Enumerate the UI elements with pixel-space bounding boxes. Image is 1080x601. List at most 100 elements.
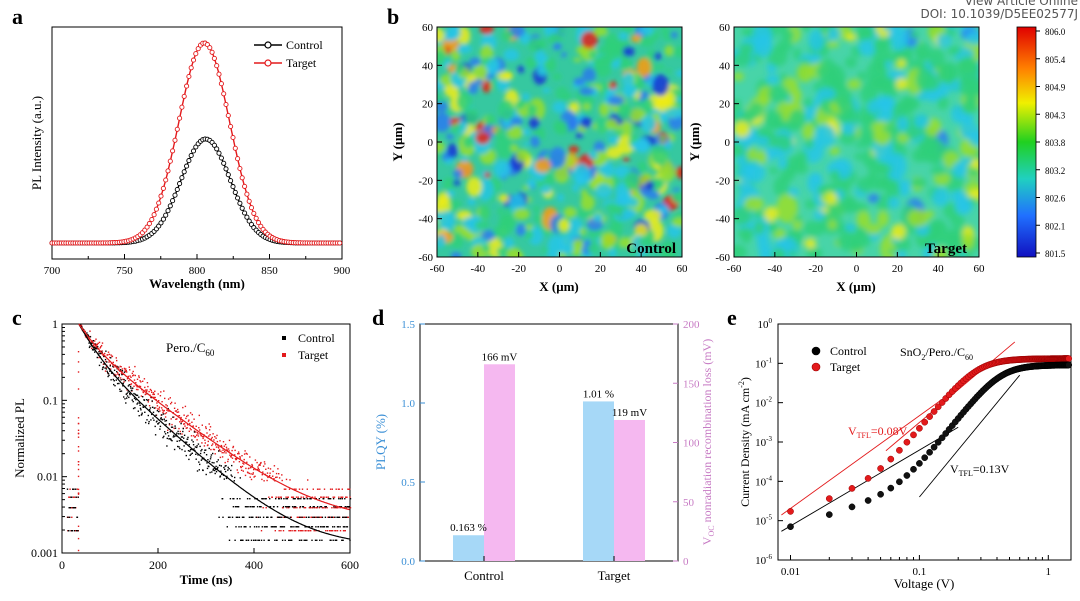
data-point-target xyxy=(161,409,164,411)
map-pixel xyxy=(621,27,633,33)
data-point-target xyxy=(324,507,327,509)
map-pixel xyxy=(456,91,472,111)
map-pixel xyxy=(522,128,530,134)
data-point-target xyxy=(144,386,146,389)
data-point-control xyxy=(213,462,215,464)
data-point-target xyxy=(253,476,255,478)
map-pixel xyxy=(805,248,820,257)
data-point-control xyxy=(251,516,253,518)
map-pixel xyxy=(568,145,580,154)
data-point-target xyxy=(138,385,141,387)
data-point-control xyxy=(346,506,348,508)
x-tick-label: 0 xyxy=(59,558,65,572)
y-tick-label: 0 xyxy=(725,137,731,149)
data-point-target xyxy=(187,414,189,417)
data-point-control xyxy=(138,396,140,398)
data-point-target xyxy=(265,468,267,470)
data-point-control xyxy=(102,366,105,368)
data-point-target xyxy=(245,467,247,470)
map-pixel xyxy=(515,224,527,236)
map-pixel xyxy=(629,124,641,131)
data-point-control xyxy=(299,506,301,508)
data-point-control xyxy=(136,403,138,405)
map-pixel xyxy=(787,250,797,257)
data-point-control xyxy=(168,438,170,440)
data-point-control xyxy=(180,436,183,438)
data-point-target xyxy=(94,346,96,349)
data-point-control xyxy=(938,434,946,442)
data-point-control xyxy=(218,450,220,452)
data-point-target xyxy=(145,390,148,393)
y-tick-label: 0.5 xyxy=(401,477,415,489)
data-point-control xyxy=(216,150,222,156)
x-tick-label: 60 xyxy=(677,263,689,275)
map-pixel xyxy=(910,177,927,188)
data-point-control xyxy=(215,465,217,468)
map-pixel xyxy=(606,146,623,160)
data-point-control xyxy=(269,498,271,500)
map-pixel xyxy=(557,193,564,202)
data-point-target xyxy=(214,453,216,455)
map-pixel xyxy=(734,52,753,67)
data-point-target xyxy=(162,410,165,412)
data-point-target xyxy=(211,436,213,439)
data-point-target xyxy=(320,516,323,518)
data-point-control xyxy=(211,461,213,464)
data-point-target xyxy=(337,507,339,509)
data-point-target xyxy=(329,516,331,518)
data-point-control xyxy=(181,436,184,438)
data-point-target xyxy=(132,374,135,376)
data-point-control xyxy=(125,402,127,404)
data-point-control xyxy=(88,346,91,349)
data-point-target xyxy=(298,516,300,518)
data-point-target xyxy=(299,507,301,509)
data-point-target xyxy=(280,496,282,498)
data-point-target xyxy=(331,507,333,509)
data-point-target xyxy=(119,377,122,379)
data-point-control xyxy=(230,469,232,472)
data-point-control xyxy=(123,378,125,381)
data-point-target xyxy=(295,496,298,498)
map-pixel xyxy=(879,95,896,112)
data-point-control xyxy=(210,454,213,456)
data-point-control xyxy=(86,332,88,334)
data-point-target xyxy=(142,391,145,394)
data-point-control xyxy=(219,476,221,478)
map-pixel xyxy=(858,27,874,40)
data-point-control xyxy=(236,506,238,508)
data-point-target xyxy=(337,488,340,490)
data-point-target xyxy=(178,427,180,430)
data-point-control xyxy=(92,348,94,351)
data-point-control xyxy=(223,166,229,172)
data-point-target xyxy=(279,496,281,498)
data-point-target xyxy=(237,453,239,455)
data-point-target xyxy=(1065,355,1073,362)
data-point-control xyxy=(273,526,276,528)
data-point-control xyxy=(133,397,136,400)
map-pixel xyxy=(522,185,530,190)
data-point-target xyxy=(168,424,171,426)
data-point-target xyxy=(300,530,303,532)
data-point-control xyxy=(328,516,330,518)
bar-voc-control xyxy=(484,364,515,561)
data-point-control xyxy=(301,516,303,518)
data-point-control xyxy=(221,473,223,476)
data-point-control xyxy=(236,498,238,500)
map-pixel xyxy=(858,39,877,56)
data-point-control xyxy=(298,498,300,500)
data-point-control xyxy=(248,516,251,518)
data-point-target xyxy=(77,388,80,390)
map-pixel xyxy=(493,225,509,239)
data-point-target xyxy=(251,210,257,216)
y-tick-label: 40 xyxy=(422,60,434,72)
data-point-control xyxy=(133,392,135,395)
data-point-control xyxy=(277,516,279,518)
data-point-target xyxy=(240,466,242,469)
data-point-control xyxy=(276,539,278,541)
doi-label[interactable]: DOI: 10.1039/D5EE02577J xyxy=(920,7,1079,21)
data-point-target xyxy=(235,156,241,162)
colorbar-tick-label: 803.8 xyxy=(1045,138,1066,148)
map-pixel xyxy=(829,146,840,156)
data-point-control xyxy=(145,421,147,424)
view-article-online[interactable]: View Article Online xyxy=(964,0,1078,8)
